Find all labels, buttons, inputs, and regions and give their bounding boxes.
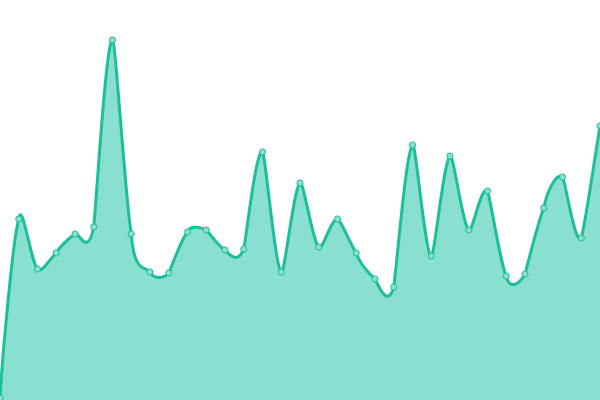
data-point-6 xyxy=(109,36,116,44)
area-fill xyxy=(0,39,600,400)
data-point-18 xyxy=(334,215,341,223)
series-line xyxy=(0,38,600,399)
data-point-25 xyxy=(465,226,473,234)
data-point-15 xyxy=(277,268,285,276)
data-point-22 xyxy=(409,141,416,149)
data-point-29 xyxy=(540,204,548,212)
data-point-30 xyxy=(559,173,566,181)
data-point-11 xyxy=(202,226,210,234)
data-point-24 xyxy=(446,152,454,160)
data-point-0 xyxy=(0,394,4,400)
data-point-32 xyxy=(596,122,600,130)
data-point-3 xyxy=(52,249,60,257)
data-point-9 xyxy=(165,269,173,277)
data-point-4 xyxy=(71,230,79,238)
data-point-23 xyxy=(427,252,435,260)
data-point-28 xyxy=(521,270,529,278)
data-point-16 xyxy=(296,179,304,187)
data-point-31 xyxy=(577,234,585,242)
data-point-20 xyxy=(371,275,379,283)
data-point-5 xyxy=(90,223,98,231)
data-point-10 xyxy=(184,228,191,236)
data-point-27 xyxy=(502,272,510,280)
data-markers xyxy=(0,36,600,400)
data-point-8 xyxy=(146,268,154,276)
data-point-7 xyxy=(127,230,135,238)
data-point-21 xyxy=(390,283,398,291)
data-point-13 xyxy=(240,245,248,253)
data-point-12 xyxy=(221,246,229,254)
data-point-1 xyxy=(15,215,23,223)
data-point-19 xyxy=(352,249,360,257)
data-point-14 xyxy=(259,148,266,156)
data-point-26 xyxy=(484,187,491,195)
data-point-2 xyxy=(34,265,41,273)
data-point-17 xyxy=(315,243,323,251)
